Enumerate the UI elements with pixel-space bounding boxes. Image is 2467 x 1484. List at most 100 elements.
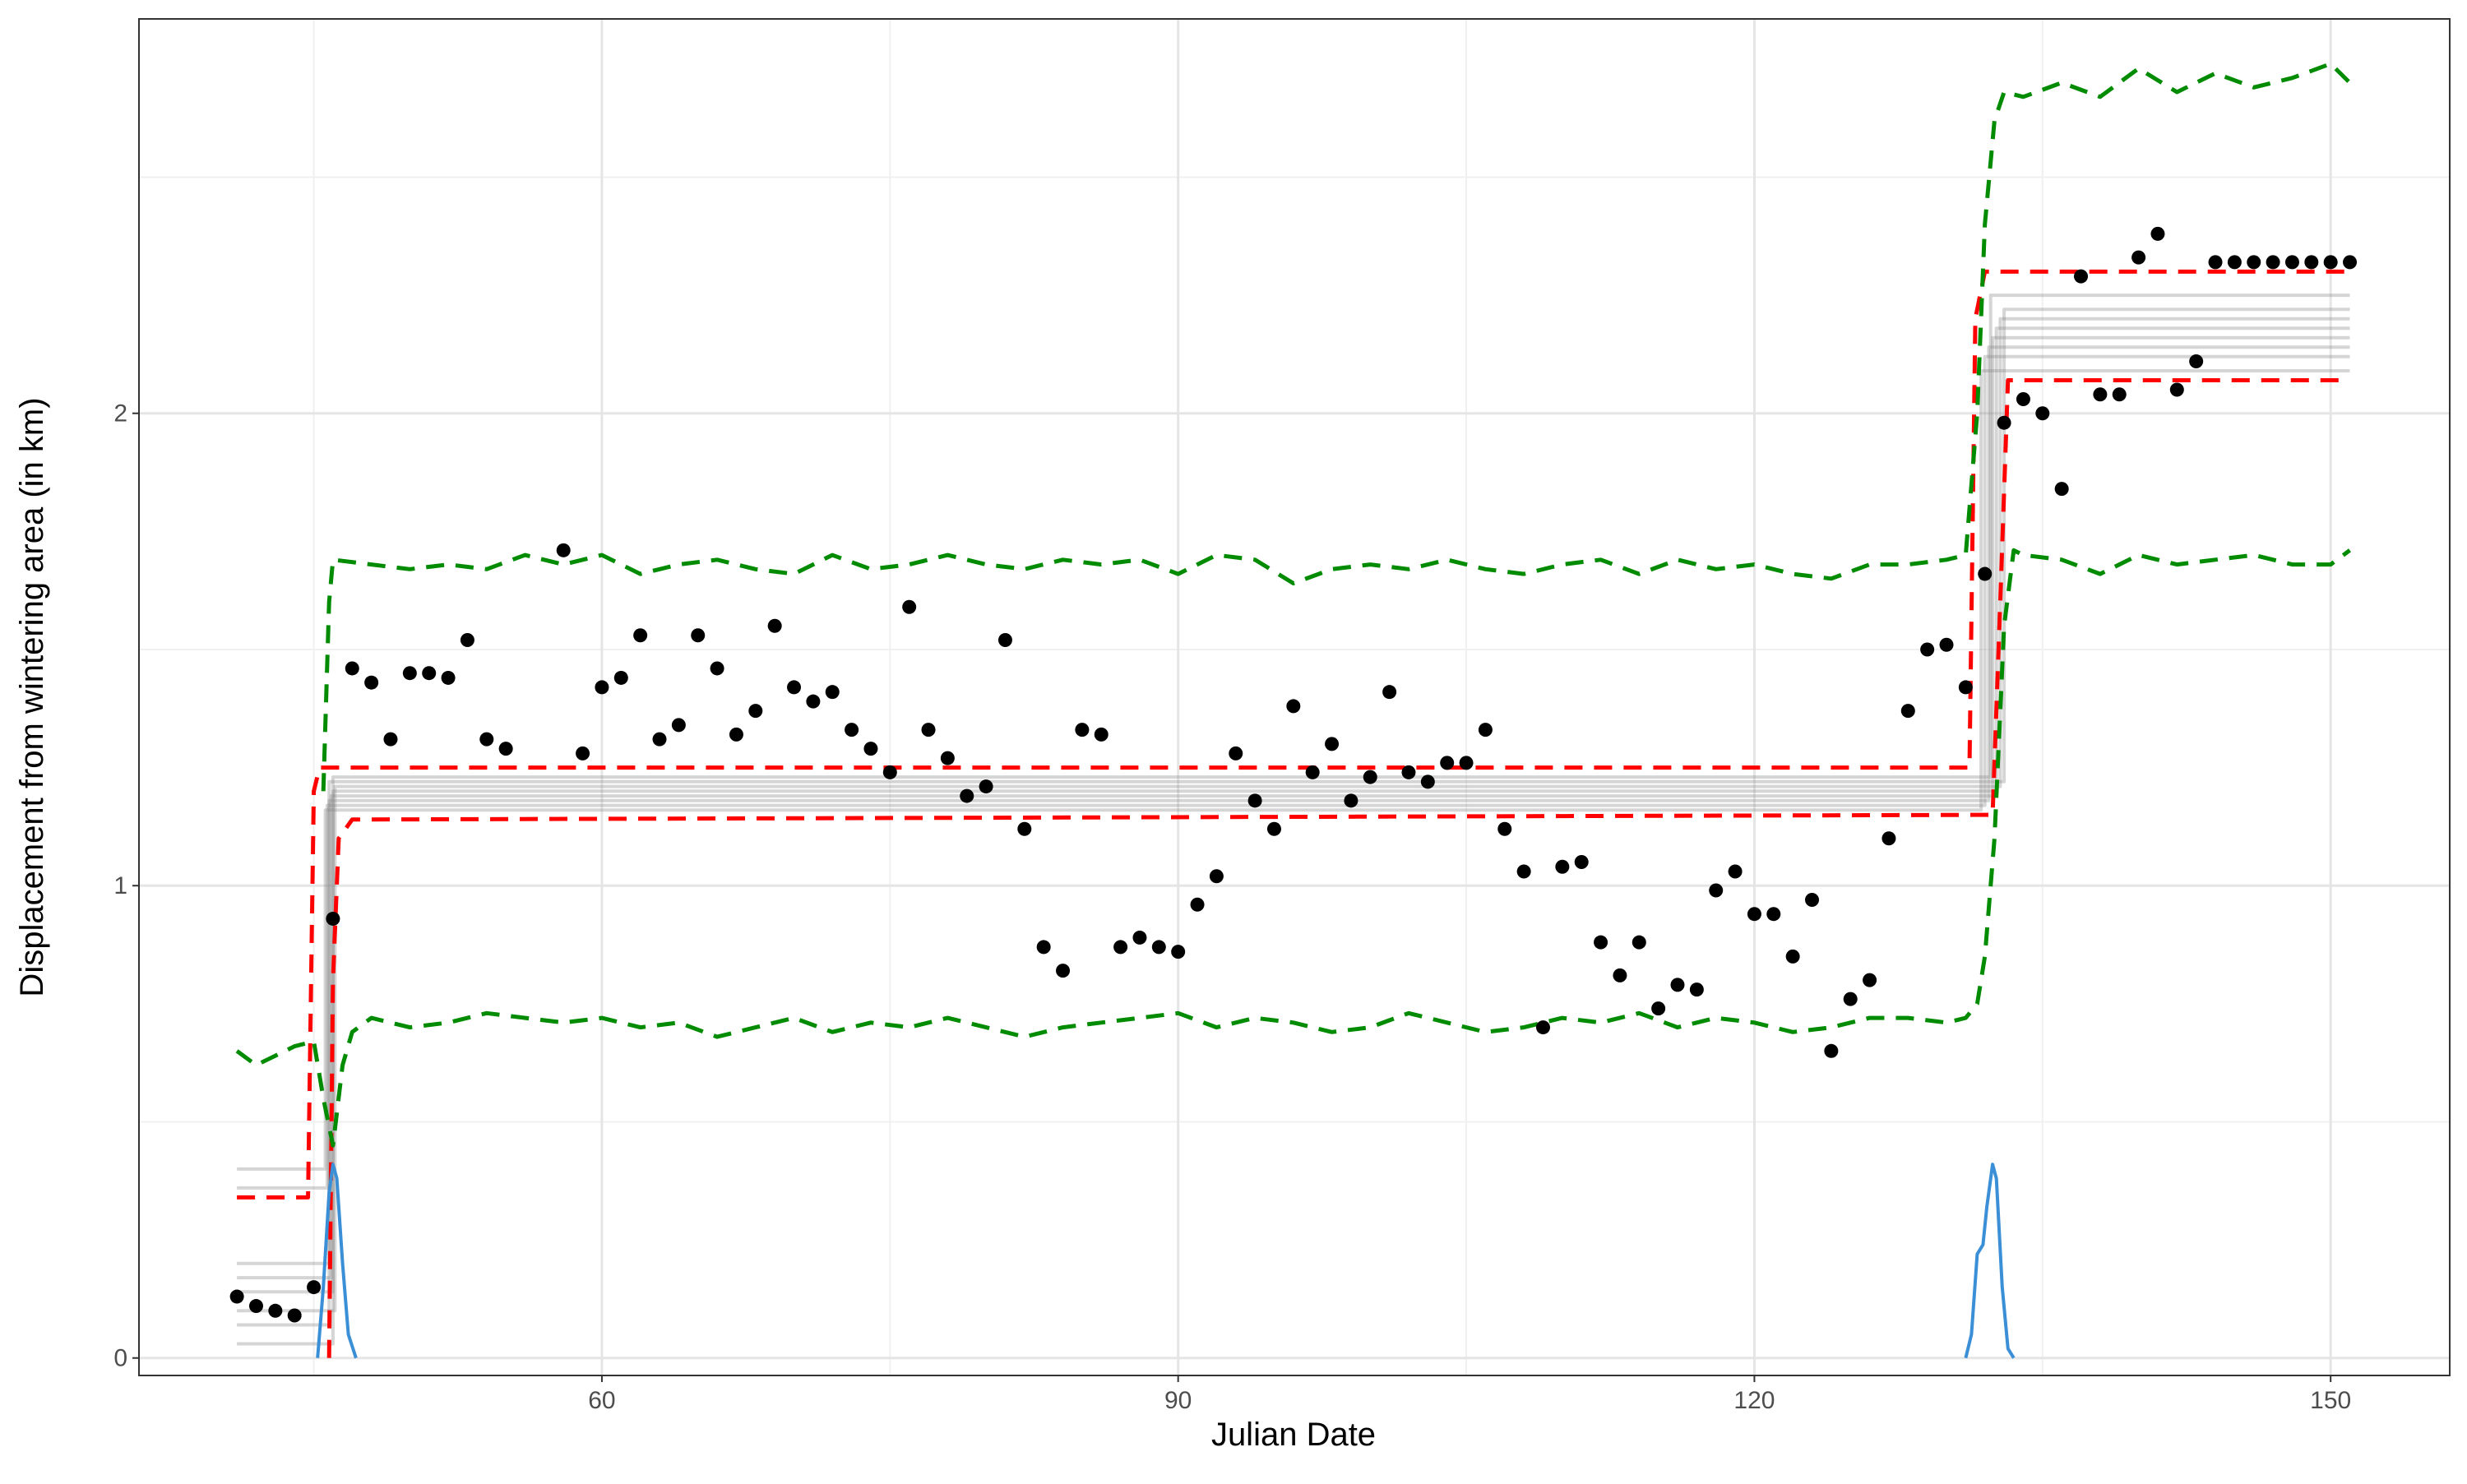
point (2208, 255, 2223, 270)
point (1171, 945, 1186, 959)
point (1305, 765, 1320, 779)
point (863, 742, 878, 756)
point (1555, 859, 1570, 874)
point (2304, 255, 2319, 270)
point (2247, 255, 2261, 270)
point (1478, 723, 1493, 737)
y-tick-label: 2 (113, 400, 127, 428)
point (1574, 855, 1589, 870)
point (1151, 940, 1166, 955)
point (1497, 821, 1512, 836)
point (710, 661, 724, 676)
point (1709, 883, 1724, 898)
point (2150, 226, 2165, 241)
point (1535, 1020, 1550, 1035)
point (2131, 250, 2146, 265)
point (1286, 699, 1301, 714)
point (1939, 637, 1954, 652)
point (1075, 723, 1090, 737)
point (1881, 831, 1896, 846)
point (460, 632, 474, 647)
point (652, 732, 667, 747)
point (1017, 821, 1032, 836)
point (1459, 756, 1474, 770)
point (1113, 940, 1128, 955)
point (1920, 642, 1935, 657)
point (1594, 935, 1608, 950)
plot-panel (139, 19, 2450, 1375)
point (1401, 765, 1416, 779)
point (1632, 935, 1646, 950)
point (2112, 387, 2127, 402)
point (979, 779, 993, 794)
y-tick-label: 0 (113, 1345, 127, 1372)
point (556, 543, 571, 557)
line-thin (237, 345, 2350, 1265)
point (1728, 864, 1743, 879)
point (613, 670, 628, 685)
point (1190, 897, 1205, 912)
point (748, 704, 763, 719)
point (1670, 978, 1685, 992)
point (1997, 415, 2011, 430)
point (1440, 756, 1455, 770)
point (364, 675, 379, 690)
point (1247, 793, 1262, 808)
point (845, 723, 859, 737)
point (1843, 992, 1858, 1006)
point (1036, 940, 1051, 955)
point (2266, 255, 2280, 270)
y-tick-label: 1 (113, 872, 127, 899)
point (1056, 964, 1071, 978)
point (1863, 973, 1877, 987)
point (2189, 354, 2204, 369)
point (767, 618, 782, 633)
point (326, 911, 340, 926)
point (902, 599, 917, 614)
x-tick-label: 120 (1733, 1387, 1775, 1414)
point (1766, 907, 1781, 922)
point (1824, 1043, 1839, 1058)
line-thin (237, 369, 2350, 1171)
point (479, 732, 494, 747)
point (383, 732, 398, 747)
point (2054, 482, 2069, 497)
point (248, 1299, 263, 1314)
panel-border (138, 18, 2451, 1376)
line-dashed (321, 62, 2352, 792)
point (1613, 968, 1627, 982)
point (1382, 685, 1397, 700)
line-dashed (235, 548, 2351, 1148)
point (1344, 793, 1358, 808)
point (2093, 387, 2108, 402)
point (1958, 680, 1973, 695)
point (921, 723, 936, 737)
line-thin (237, 335, 2350, 1280)
point (498, 742, 513, 756)
line-thin (237, 317, 2350, 1313)
point (1785, 949, 1800, 964)
point (940, 751, 955, 765)
point (633, 628, 648, 643)
line-thin (237, 307, 2350, 1327)
point (268, 1303, 283, 1318)
point (1689, 982, 1704, 997)
x-tick-label: 90 (1164, 1387, 1192, 1414)
point (2035, 406, 2050, 421)
point (595, 680, 609, 695)
y-axis-title: Displacement from wintering area (in km) (14, 397, 50, 996)
point (307, 1280, 322, 1295)
point (2169, 382, 2184, 397)
point (1516, 864, 1531, 879)
point (691, 628, 706, 643)
x-axis-title: Julian Date (1211, 1417, 1376, 1453)
point (1747, 907, 1761, 922)
point (2227, 255, 2242, 270)
point (345, 661, 359, 676)
point (960, 788, 974, 803)
point (1094, 727, 1109, 742)
point (806, 694, 821, 709)
point (729, 727, 743, 742)
point (1900, 704, 1915, 719)
